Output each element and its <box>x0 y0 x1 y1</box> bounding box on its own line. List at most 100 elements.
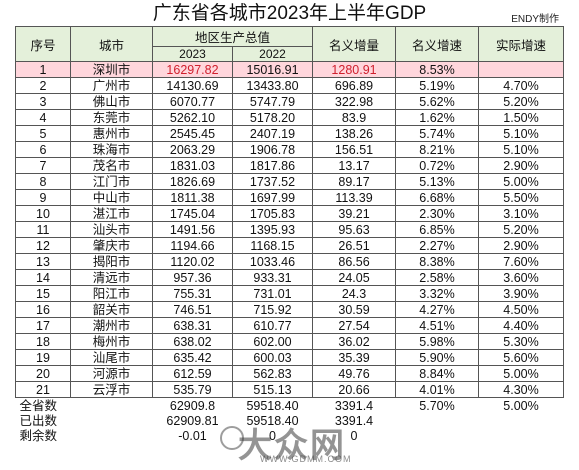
cell-no: 9 <box>15 189 71 206</box>
summary-nominal-rate: 5.70% <box>395 397 479 413</box>
cell-no: 1 <box>15 61 71 78</box>
cell-gdp-2023: 14130.69 <box>152 77 233 94</box>
cell-real-rate: 7.60% <box>478 253 565 270</box>
cell-nominal-rate: 5.19% <box>395 77 480 94</box>
summary-nominal-rate <box>395 413 479 428</box>
cell-no: 17 <box>15 317 71 334</box>
cell-real-rate: 4.50% <box>478 301 565 318</box>
cell-nominal-rate: 3.32% <box>395 285 480 302</box>
cell-real-rate: 1.50% <box>478 109 565 126</box>
cell-real-rate: 4.70% <box>478 77 565 94</box>
cell-real-rate: 4.40% <box>478 317 565 334</box>
cell-no: 13 <box>15 253 71 270</box>
cell-no: 14 <box>15 269 71 286</box>
cell-gdp-2022: 933.31 <box>231 269 314 286</box>
summary-gdp-2023: 62909.8 <box>152 397 233 413</box>
header-city: 城市 <box>70 26 153 62</box>
cell-nominal-rate: 4.51% <box>395 317 480 334</box>
summary-row: 已出数 62909.81 59518.40 3391.4 <box>15 413 564 428</box>
cell-real-rate: 2.90% <box>478 157 565 174</box>
cell-real-rate: 5.00% <box>478 173 565 190</box>
cell-nominal-increase: 24.05 <box>312 269 397 286</box>
cell-gdp-2022: 5747.79 <box>231 93 314 110</box>
table-row: 19 汕尾市 635.42 600.03 35.39 5.90% 5.60% <box>15 349 565 366</box>
cell-gdp-2022: 1705.83 <box>231 205 314 222</box>
watermark-url: WWW.GDMM.COM <box>260 454 352 464</box>
cell-nominal-increase: 156.51 <box>312 141 397 158</box>
cell-city: 珠海市 <box>70 141 153 158</box>
summary-row: 全省数 62909.8 59518.40 3391.4 5.70% 5.00% <box>15 397 564 413</box>
cell-city: 阳江市 <box>70 285 153 302</box>
summary-gdp-2023: 62909.81 <box>152 413 233 428</box>
summary-gdp-2022: 59518.40 <box>232 413 313 428</box>
cell-nominal-rate: 6.85% <box>395 221 480 238</box>
cell-nominal-rate: 8.38% <box>395 253 480 270</box>
table-row: 16 韶关市 746.51 715.92 30.59 4.27% 4.50% <box>15 301 565 318</box>
summary-real-rate <box>478 413 564 428</box>
cell-gdp-2022: 2407.19 <box>231 125 314 142</box>
cell-nominal-increase: 39.21 <box>312 205 397 222</box>
cell-nominal-rate: 2.58% <box>395 269 480 286</box>
table-row: 10 湛江市 1745.04 1705.83 39.21 2.30% 3.10% <box>15 205 565 222</box>
cell-gdp-2022: 1168.15 <box>231 237 314 254</box>
cell-real-rate: 5.50% <box>478 189 565 206</box>
cell-gdp-2023: 1745.04 <box>152 205 233 222</box>
cell-no: 8 <box>15 173 71 190</box>
cell-gdp-2022: 1737.52 <box>231 173 314 190</box>
cell-no: 10 <box>15 205 71 222</box>
cell-gdp-2022: 1817.86 <box>231 157 314 174</box>
cell-no: 11 <box>15 221 71 238</box>
cell-nominal-increase: 26.51 <box>312 237 397 254</box>
cell-real-rate: 5.20% <box>478 221 565 238</box>
cell-no: 3 <box>15 93 71 110</box>
cell-gdp-2023: 635.42 <box>152 349 233 366</box>
table-row: 5 惠州市 2545.45 2407.19 138.26 5.74% 5.10% <box>15 125 565 142</box>
cell-city: 河源市 <box>70 365 153 382</box>
cell-nominal-rate: 1.62% <box>395 109 480 126</box>
cell-gdp-2023: 2063.29 <box>152 141 233 158</box>
cell-city: 惠州市 <box>70 125 153 142</box>
cell-gdp-2022: 731.01 <box>231 285 314 302</box>
cell-real-rate: 5.00% <box>478 365 565 382</box>
table-row: 6 珠海市 2063.29 1906.78 156.51 8.21% 5.10% <box>15 141 565 158</box>
cell-nominal-rate: 0.72% <box>395 157 480 174</box>
cell-real-rate: 5.60% <box>478 349 565 366</box>
cell-no: 16 <box>15 301 71 318</box>
cell-city: 佛山市 <box>70 93 153 110</box>
summary-label: 全省数 <box>15 397 153 413</box>
cell-city: 揭阳市 <box>70 253 153 270</box>
cell-gdp-2022: 602.00 <box>231 333 314 350</box>
summary-row: 剩余数 -0.01 0 0 <box>15 428 564 443</box>
cell-nominal-increase: 30.59 <box>312 301 397 318</box>
cell-gdp-2023: 16297.82 <box>152 61 233 78</box>
cell-gdp-2022: 515.13 <box>231 381 314 398</box>
cell-nominal-increase: 95.63 <box>312 221 397 238</box>
cell-nominal-rate: 5.98% <box>395 333 480 350</box>
table-row: 4 东莞市 5262.10 5178.20 83.9 1.62% 1.50% <box>15 109 565 126</box>
cell-nominal-rate: 8.21% <box>395 141 480 158</box>
table-row: 13 揭阳市 1120.02 1033.46 86.56 8.38% 7.60% <box>15 253 565 270</box>
cell-real-rate: 3.60% <box>478 269 565 286</box>
cell-gdp-2022: 1906.78 <box>231 141 314 158</box>
summary-real-rate <box>478 428 564 443</box>
header-gdp-group: 地区生产总值 <box>151 26 314 47</box>
cell-city: 清远市 <box>70 269 153 286</box>
cell-real-rate: 5.30% <box>478 333 565 350</box>
table-row: 21 云浮市 535.79 515.13 20.66 4.01% 4.30% <box>15 381 565 398</box>
table-row: 1 深圳市 16297.82 15016.91 1280.91 8.53% <box>15 61 565 78</box>
cell-city: 梅州市 <box>70 333 153 350</box>
cell-real-rate: 4.30% <box>478 381 565 398</box>
cell-gdp-2023: 746.51 <box>152 301 233 318</box>
cell-nominal-increase: 13.17 <box>312 157 397 174</box>
summary-gdp-2023: -0.01 <box>152 428 233 443</box>
cell-no: 20 <box>15 365 71 382</box>
cell-gdp-2023: 1491.56 <box>152 221 233 238</box>
cell-real-rate: 3.10% <box>478 205 565 222</box>
table-row: 7 茂名市 1831.03 1817.86 13.17 0.72% 2.90% <box>15 157 565 174</box>
cell-no: 2 <box>15 77 71 94</box>
cell-real-rate: 5.10% <box>478 125 565 142</box>
summary-nominal-increase: 3391.4 <box>312 397 396 413</box>
cell-gdp-2023: 5262.10 <box>152 109 233 126</box>
cell-no: 19 <box>15 349 71 366</box>
cell-nominal-increase: 1280.91 <box>312 61 397 78</box>
